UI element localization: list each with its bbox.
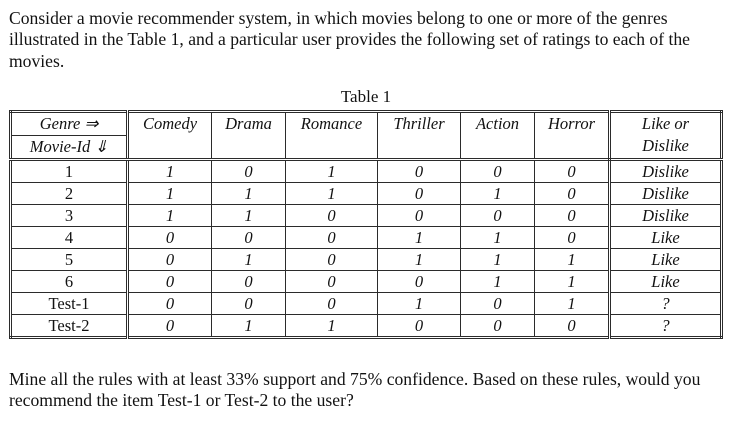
movie-id-cell: 3 bbox=[10, 203, 129, 227]
cell: 1 bbox=[211, 181, 286, 205]
column-header-romance: Romance bbox=[285, 110, 378, 161]
cell: 1 bbox=[460, 225, 535, 249]
cell: 1 bbox=[377, 225, 461, 249]
cell: 1 bbox=[377, 291, 461, 315]
cell: 1 bbox=[127, 181, 212, 205]
table-row: Test-1 0 0 0 1 0 1 ? bbox=[10, 291, 722, 315]
cell: 0 bbox=[534, 203, 611, 227]
table-row: 6 0 0 0 0 1 1 Like bbox=[10, 269, 722, 293]
table-row: 5 0 1 0 1 1 1 Like bbox=[10, 247, 722, 271]
cell: 0 bbox=[211, 291, 286, 315]
intro-paragraph: Consider a movie recommender system, in … bbox=[9, 8, 690, 71]
rating-cell: ? bbox=[609, 291, 722, 315]
cell: 0 bbox=[127, 225, 212, 249]
table-row: 1 1 0 1 0 0 0 Dislike bbox=[10, 158, 722, 183]
cell: 1 bbox=[285, 313, 378, 338]
rating-cell: Like bbox=[609, 225, 722, 249]
column-header-rating: Like or Dislike bbox=[609, 110, 722, 161]
movie-id-cell: 5 bbox=[10, 247, 129, 271]
header-row-top: Genre ⇒ Comedy Drama Romance Thriller Ac… bbox=[10, 110, 722, 161]
cell: 1 bbox=[460, 269, 535, 293]
cell: 0 bbox=[127, 247, 212, 271]
cell: 0 bbox=[534, 158, 611, 183]
rating-cell: Dislike bbox=[609, 203, 722, 227]
cell: 0 bbox=[460, 291, 535, 315]
column-header-horror: Horror bbox=[534, 110, 611, 161]
table-row: 4 0 0 0 1 1 0 Like bbox=[10, 225, 722, 249]
cell: 1 bbox=[285, 158, 378, 183]
cell: 1 bbox=[377, 247, 461, 271]
cell: 0 bbox=[377, 313, 461, 338]
movie-id-cell: Test-2 bbox=[10, 313, 129, 338]
corner-genre-label: Genre ⇒ bbox=[10, 110, 129, 136]
cell: 1 bbox=[460, 181, 535, 205]
corner-movie-id-label: Movie-Id ⇓ bbox=[10, 134, 129, 161]
cell: 1 bbox=[285, 181, 378, 205]
rating-cell: ? bbox=[609, 313, 722, 338]
cell: 0 bbox=[211, 225, 286, 249]
cell: 0 bbox=[534, 225, 611, 249]
rating-cell: Dislike bbox=[609, 181, 722, 205]
column-header-drama: Drama bbox=[211, 110, 286, 161]
rating-cell: Dislike bbox=[609, 158, 722, 183]
cell: 0 bbox=[534, 181, 611, 205]
column-header-thriller: Thriller bbox=[377, 110, 461, 161]
cell: 0 bbox=[285, 291, 378, 315]
cell: 1 bbox=[211, 247, 286, 271]
movie-id-cell: 4 bbox=[10, 225, 129, 249]
table-row: Test-2 0 1 1 0 0 0 ? bbox=[10, 313, 722, 338]
cell: 1 bbox=[211, 313, 286, 338]
cell: 1 bbox=[534, 269, 611, 293]
cell: 1 bbox=[460, 247, 535, 271]
cell: 0 bbox=[127, 291, 212, 315]
cell: 0 bbox=[460, 158, 535, 183]
cell: 1 bbox=[534, 247, 611, 271]
cell: 0 bbox=[460, 313, 535, 338]
rating-header-line1: Like or bbox=[641, 113, 690, 133]
rating-cell: Like bbox=[609, 247, 722, 271]
cell: 0 bbox=[534, 313, 611, 338]
rating-header-line2: Dislike bbox=[642, 135, 689, 155]
table-row: 3 1 1 0 0 0 0 Dislike bbox=[10, 203, 722, 227]
cell: 1 bbox=[534, 291, 611, 315]
cell: 0 bbox=[211, 269, 286, 293]
table-row: 2 1 1 1 0 1 0 Dislike bbox=[10, 181, 722, 205]
cell: 0 bbox=[285, 247, 378, 271]
table-caption: Table 1 bbox=[340, 86, 392, 106]
movie-id-cell: 6 bbox=[10, 269, 129, 293]
cell: 0 bbox=[377, 181, 461, 205]
cell: 0 bbox=[377, 269, 461, 293]
cell: 0 bbox=[127, 269, 212, 293]
cell: 0 bbox=[211, 158, 286, 183]
cell: 1 bbox=[127, 203, 212, 227]
cell: 0 bbox=[377, 158, 461, 183]
movie-id-cell: 2 bbox=[10, 181, 129, 205]
header-row-bottom: Movie-Id ⇓ bbox=[10, 134, 722, 161]
cell: 0 bbox=[285, 203, 378, 227]
cell: 0 bbox=[285, 225, 378, 249]
cell: 0 bbox=[377, 203, 461, 227]
cell: 0 bbox=[285, 269, 378, 293]
cell: 0 bbox=[460, 203, 535, 227]
movie-id-cell: 1 bbox=[10, 158, 129, 183]
question-paragraph: Mine all the rules with at least 33% sup… bbox=[9, 368, 701, 411]
rating-cell: Like bbox=[609, 269, 722, 293]
movie-id-cell: Test-1 bbox=[10, 291, 129, 315]
cell: 1 bbox=[211, 203, 286, 227]
cell: 0 bbox=[127, 313, 212, 338]
column-header-comedy: Comedy bbox=[127, 110, 212, 161]
genre-ratings-table: Genre ⇒ Comedy Drama Romance Thriller Ac… bbox=[9, 109, 723, 339]
column-header-action: Action bbox=[460, 110, 535, 161]
cell: 1 bbox=[127, 158, 212, 183]
